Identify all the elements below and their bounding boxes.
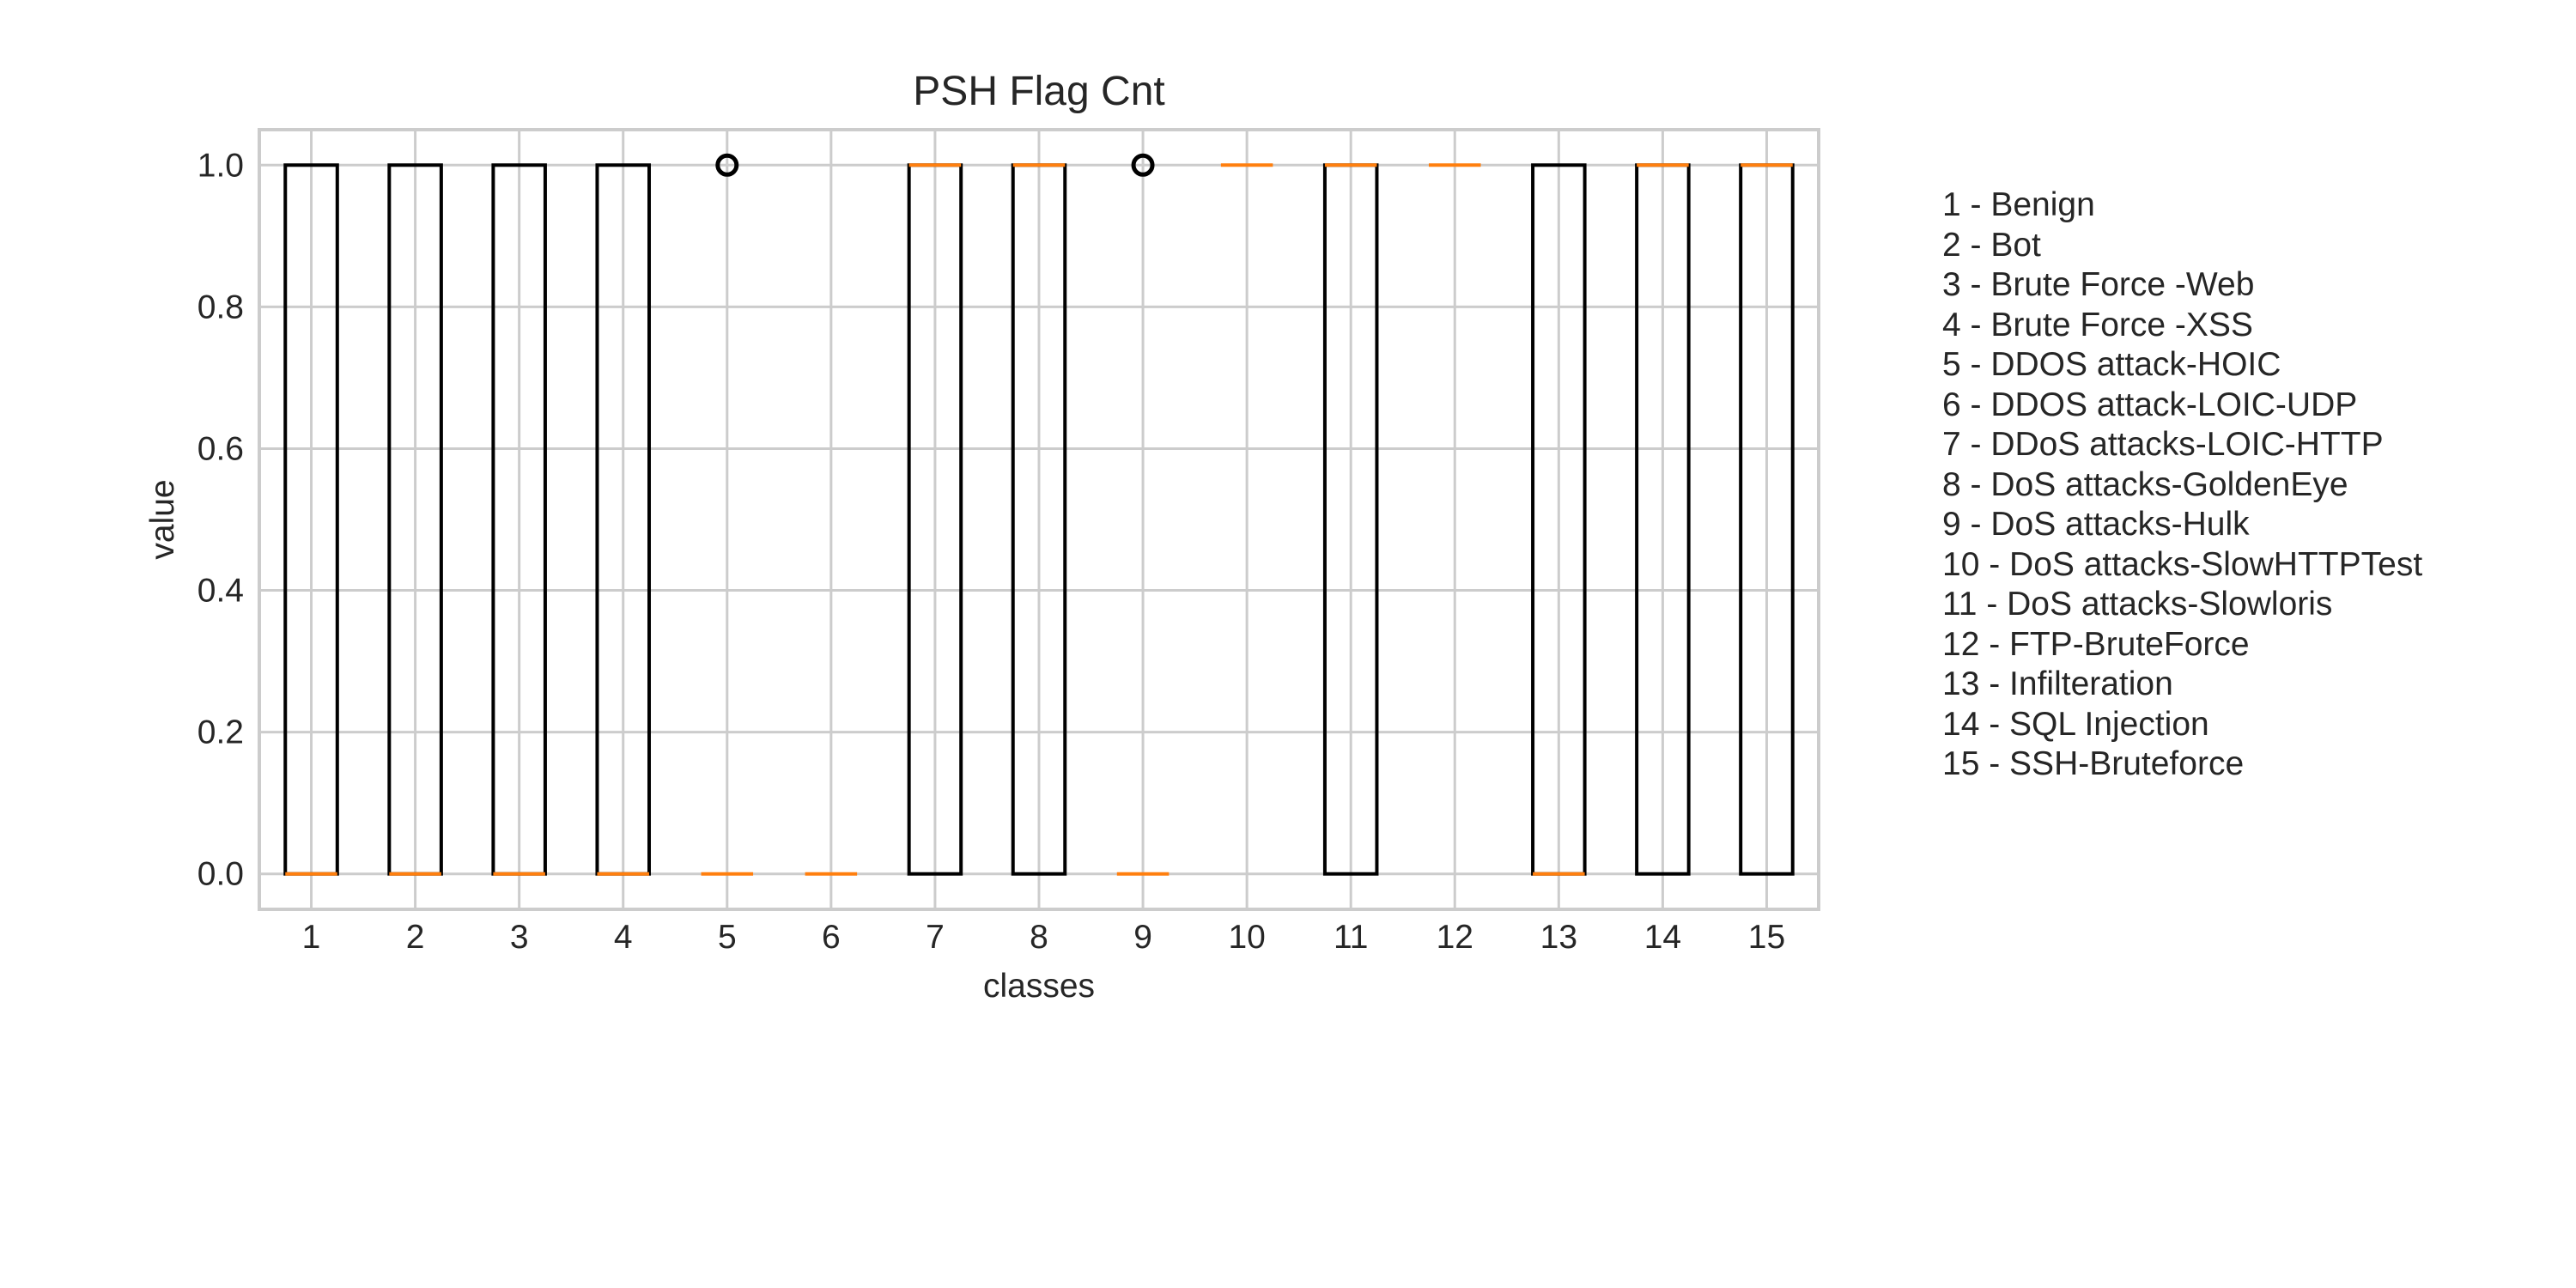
legend-item: 9 - DoS attacks-Hulk: [1942, 506, 2250, 543]
box-class-3: [491, 163, 547, 876]
box-class-15: [1739, 163, 1795, 876]
box-series: [283, 153, 1795, 876]
legend-item: 13 - Infilteration: [1942, 665, 2173, 702]
box-class-9: [1116, 153, 1170, 876]
outlier-point: [1131, 153, 1155, 177]
y-tick-label: 0.8: [197, 289, 244, 325]
box-class-13: [1531, 163, 1587, 876]
box-class-11: [1322, 163, 1379, 876]
outlier-point: [715, 153, 739, 177]
x-axis-label: classes: [983, 968, 1095, 1005]
x-tick-label: 4: [614, 919, 633, 956]
x-tick-label: 2: [406, 919, 425, 956]
legend-item: 11 - DoS attacks-Slowloris: [1942, 586, 2333, 623]
x-tick-label: 9: [1133, 919, 1152, 956]
x-tick-label: 1: [302, 919, 321, 956]
x-tick-label: 15: [1748, 919, 1785, 956]
box-class-7: [907, 163, 963, 876]
box-class-14: [1635, 163, 1691, 876]
box-class-4: [595, 163, 652, 876]
y-tick-labels: 0.0 0.2 0.4 0.6 0.8 1.0: [197, 147, 244, 892]
x-tick-label: 12: [1437, 919, 1473, 956]
legend-item: 15 - SSH-Bruteforce: [1942, 745, 2245, 782]
legend-item: 5 - DDOS attack-HOIC: [1942, 346, 2281, 383]
x-tick-label: 3: [510, 919, 529, 956]
y-tick-label: 0.4: [197, 573, 244, 610]
x-tick-label: 8: [1030, 919, 1048, 956]
class-legend: 1 - Benign 2 - Bot 3 - Brute Force -Web 4 -…: [1942, 185, 2422, 785]
x-tick-label: 6: [822, 919, 841, 956]
legend-item: 12 - FTP-BruteForce: [1942, 625, 2250, 663]
x-tick-labels: 1 2 3 4 5 6 7 8 9 10 11 12 13 14 15: [302, 919, 1785, 956]
legend-item: 8 - DoS attacks-GoldenEye: [1942, 465, 2348, 503]
x-tick-label: 13: [1540, 919, 1577, 956]
chart-title: PSH Flag Cnt: [913, 69, 1164, 114]
box-class-8: [1011, 163, 1067, 876]
legend-item: 2 - Bot: [1942, 226, 2041, 264]
y-tick-label: 1.0: [197, 147, 244, 184]
legend-item: 1 - Benign: [1942, 186, 2095, 223]
y-tick-label: 0.6: [197, 430, 244, 467]
box-class-2: [387, 163, 443, 876]
box-class-5: [701, 153, 754, 876]
legend-item: 10 - DoS attacks-SlowHTTPTest: [1942, 545, 2423, 583]
y-axis-label: value: [144, 479, 181, 559]
x-tick-label: 5: [718, 919, 737, 956]
y-tick-label: 0.2: [197, 714, 244, 751]
legend-item: 3 - Brute Force -Web: [1942, 266, 2255, 303]
x-tick-label: 7: [926, 919, 945, 956]
legend-item: 4 - Brute Force -XSS: [1942, 306, 2253, 343]
plot-frame: [258, 128, 1820, 911]
x-tick-label: 11: [1334, 919, 1369, 956]
legend-item: 7 - DDoS attacks-LOIC-HTTP: [1942, 426, 2384, 463]
x-tick-label: 14: [1644, 919, 1681, 956]
legend-item: 6 - DDOS attack-LOIC-UDP: [1942, 386, 2358, 423]
legend-item: 14 - SQL Injection: [1942, 705, 2209, 743]
x-tick-label: 10: [1228, 919, 1265, 956]
box-class-1: [283, 163, 339, 876]
y-tick-label: 0.0: [197, 856, 244, 893]
